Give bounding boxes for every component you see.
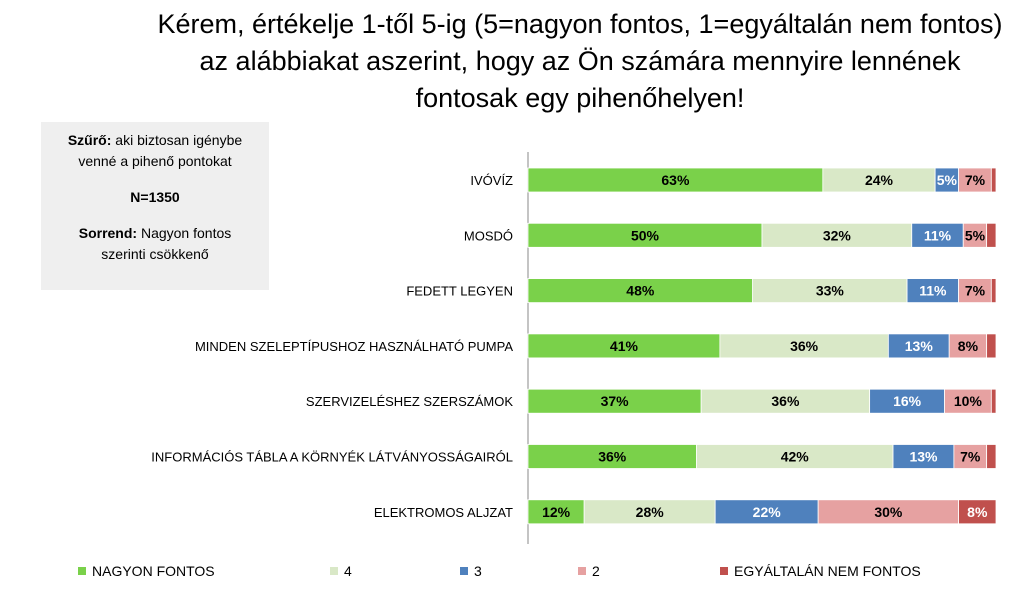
bar-segment-5 bbox=[990, 167, 997, 193]
bar-segment-1 bbox=[527, 444, 697, 469]
chart-title: Kérem, értékelje 1-től 5-ig (5=nagyon fo… bbox=[140, 6, 1020, 117]
bar-segment-3 bbox=[714, 499, 819, 525]
bar-segment-3 bbox=[887, 333, 950, 359]
data-label: 5% bbox=[965, 227, 986, 243]
bar-segment-4 bbox=[958, 167, 992, 193]
bar-segment-5 bbox=[986, 444, 997, 469]
order-label: Sorrend: bbox=[78, 225, 138, 241]
order-line-1: Sorrend: Nagyon fontos bbox=[41, 223, 269, 244]
bar-segment-2 bbox=[761, 222, 913, 248]
bar-segment-2 bbox=[719, 333, 889, 359]
data-label: 36% bbox=[790, 338, 819, 354]
legend-swatch-1 bbox=[78, 567, 86, 575]
title-line: Kérem, értékelje 1-től 5-ig (5=nagyon fo… bbox=[157, 9, 1003, 39]
category-label: MOSDÓ bbox=[464, 228, 513, 243]
data-label: 28% bbox=[636, 504, 665, 520]
data-label: 13% bbox=[909, 449, 938, 465]
legend-label: EGYÁLTALÁN NEM FONTOS bbox=[734, 563, 921, 579]
data-label: 32% bbox=[823, 227, 852, 243]
data-label: 41% bbox=[610, 338, 639, 354]
data-label: 42% bbox=[781, 449, 810, 465]
bar-segment-5 bbox=[990, 278, 997, 304]
bar-segment-4 bbox=[953, 444, 988, 469]
filter-text-1: aki biztosan igénybe bbox=[111, 132, 243, 148]
sample-size: N=1350 bbox=[130, 189, 180, 205]
bar-segment-3 bbox=[869, 388, 945, 414]
category-label: FEDETT LEGYEN bbox=[406, 284, 513, 299]
legend-label: 4 bbox=[344, 563, 352, 579]
order-text-2: szerinti csökkenő bbox=[101, 246, 209, 262]
data-label: 7% bbox=[965, 172, 986, 188]
legend-swatch-5 bbox=[720, 567, 728, 575]
bar-segment-5 bbox=[986, 333, 997, 359]
legend-label: NAGYON FONTOS bbox=[92, 563, 215, 579]
title-line: fontosak egy pihenőhelyen! bbox=[415, 83, 745, 113]
bar-segment-2 bbox=[752, 278, 908, 304]
bar-segment-2 bbox=[700, 388, 871, 414]
bar-segment-5 bbox=[958, 499, 997, 525]
data-label: 8% bbox=[958, 338, 979, 354]
data-label: 48% bbox=[626, 283, 655, 299]
filter-line-1: Szűrő: aki biztosan igénybe bbox=[41, 130, 269, 151]
bar-segment-5 bbox=[986, 222, 997, 248]
data-label: 8% bbox=[967, 504, 988, 520]
data-label: 33% bbox=[816, 283, 845, 299]
legend-swatch-2 bbox=[330, 567, 338, 575]
data-label: 11% bbox=[919, 283, 947, 299]
data-label: 22% bbox=[753, 504, 782, 520]
bar-segment-3 bbox=[911, 222, 964, 248]
data-label: 7% bbox=[965, 283, 986, 299]
bar-segment-4 bbox=[958, 278, 992, 304]
category-label: MINDEN SZELEPTÍPUSHOZ HASZNÁLHATÓ PUMPA bbox=[195, 339, 513, 354]
data-label: 30% bbox=[874, 504, 903, 520]
data-label: 50% bbox=[631, 227, 660, 243]
data-label: 63% bbox=[661, 172, 690, 188]
data-label: 10% bbox=[954, 393, 983, 409]
category-label: SZERVIZELÉSHEZ SZERSZÁMOK bbox=[306, 394, 513, 409]
data-label: 13% bbox=[905, 338, 934, 354]
data-label: 5% bbox=[937, 172, 958, 188]
legend-label: 2 bbox=[592, 563, 600, 579]
bar-segment-5 bbox=[990, 388, 997, 414]
category-label: IVÓVÍZ bbox=[470, 173, 513, 188]
data-label: 16% bbox=[893, 393, 922, 409]
filter-label: Szűrő: bbox=[67, 132, 112, 148]
order-text-1: Nagyon fontos bbox=[137, 225, 232, 241]
category-label: ELEKTROMOS ALJZAT bbox=[374, 505, 513, 520]
legend-label: 3 bbox=[474, 563, 482, 579]
bar-segment-4 bbox=[944, 388, 992, 414]
bar-segment-1 bbox=[527, 333, 721, 359]
data-label: 11% bbox=[924, 227, 952, 243]
data-label: 36% bbox=[771, 393, 800, 409]
data-label: 7% bbox=[960, 449, 981, 465]
bar-segment-3 bbox=[892, 444, 955, 469]
bar-segment-1 bbox=[527, 167, 824, 193]
bar-segment-4 bbox=[817, 499, 959, 525]
filter-text-2: venné a pihenő pontokat bbox=[78, 153, 232, 169]
category-label: INFORMÁCIÓS TÁBLA A KÖRNYÉK LÁTVÁNYOSSÁG… bbox=[151, 450, 513, 465]
title-line: az alábbiakat aszerint, hogy az Ön számá… bbox=[199, 46, 961, 76]
data-label: 24% bbox=[865, 172, 894, 188]
data-label: 12% bbox=[542, 504, 571, 520]
legend-swatch-4 bbox=[578, 567, 586, 575]
bar-segment-1 bbox=[527, 499, 585, 525]
filter-info-box: Szűrő: aki biztosan igénybe venné a pihe… bbox=[41, 122, 269, 290]
legend-swatch-3 bbox=[460, 567, 468, 575]
data-label: 37% bbox=[601, 393, 630, 409]
bar-segment-2 bbox=[696, 444, 894, 469]
data-label: 36% bbox=[598, 449, 627, 465]
bar-segment-1 bbox=[527, 222, 763, 248]
